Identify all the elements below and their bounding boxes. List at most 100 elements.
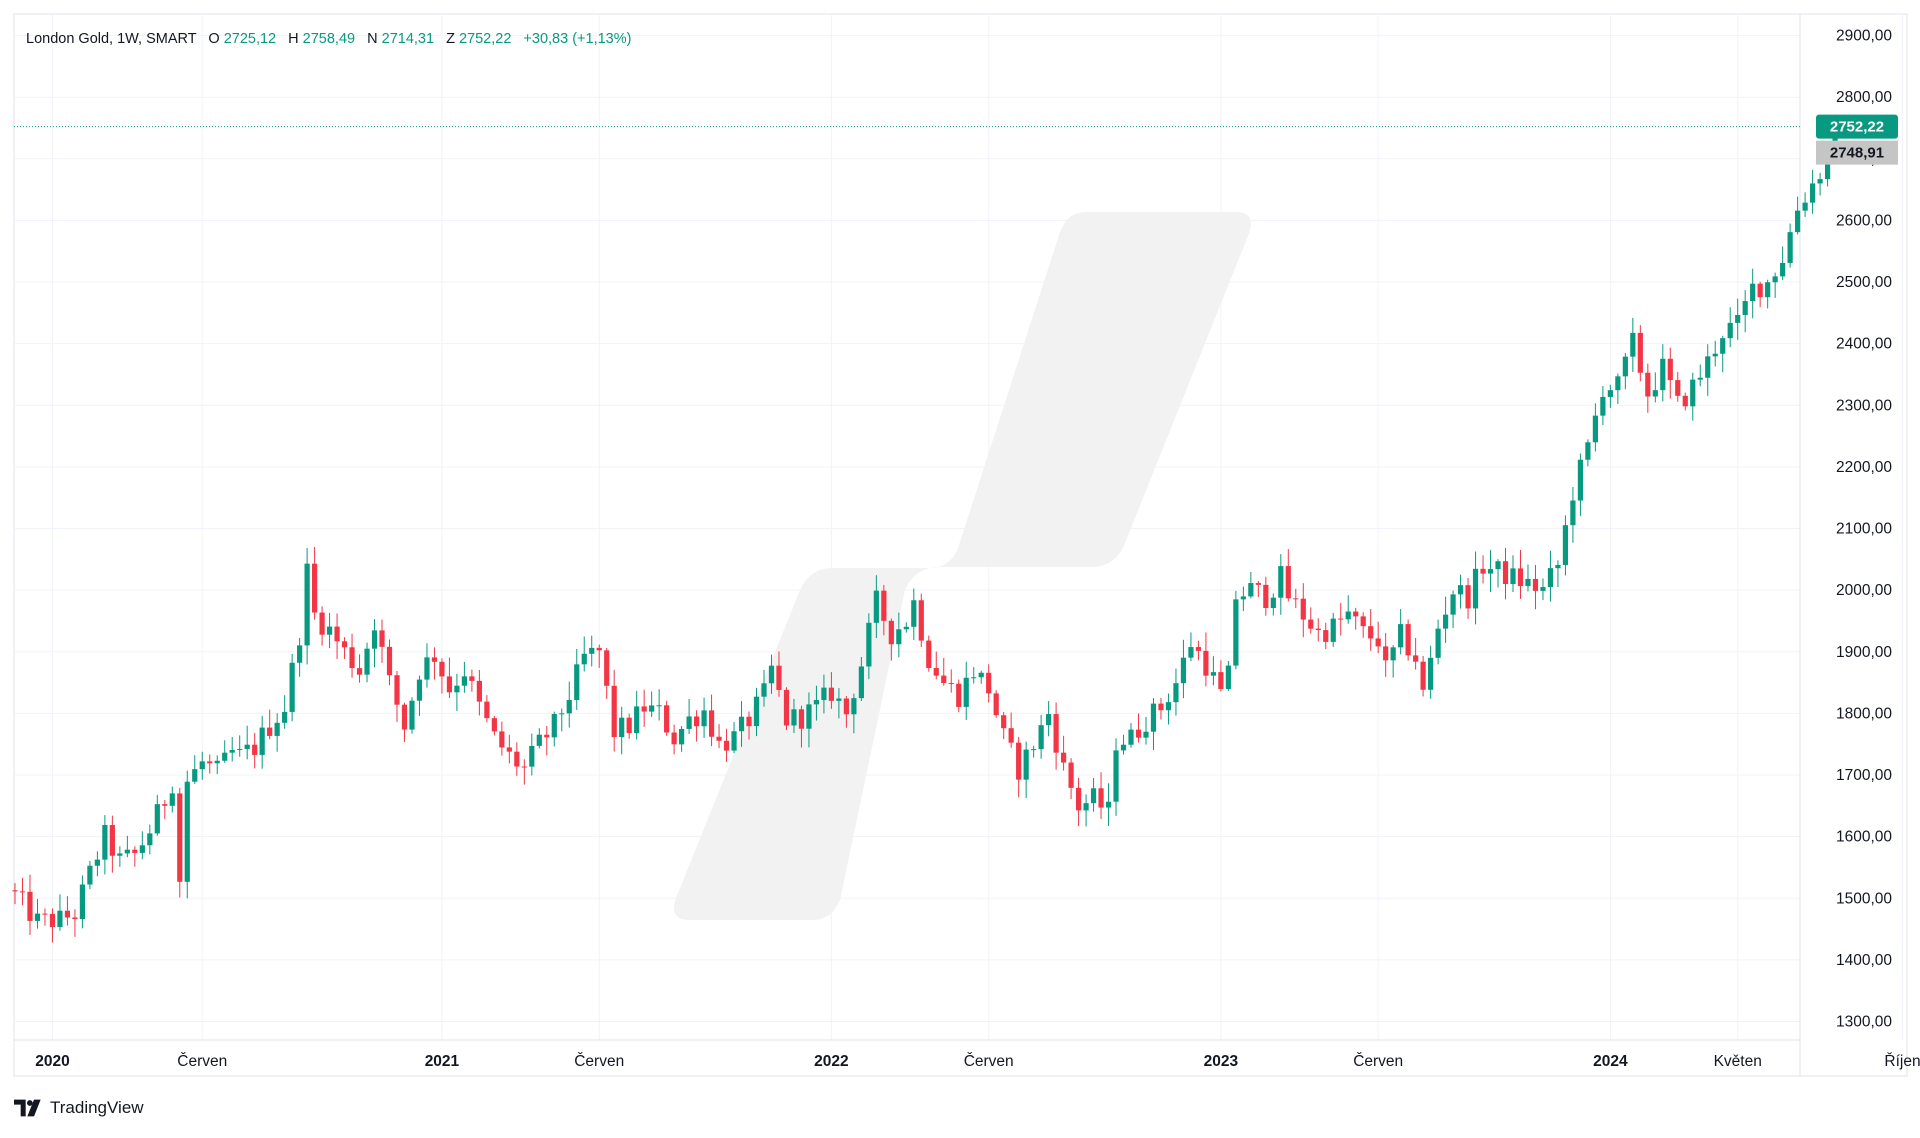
candle-body xyxy=(1795,210,1801,233)
candle xyxy=(1083,794,1089,827)
candle xyxy=(162,799,168,820)
candle xyxy=(49,908,56,943)
time-tick-label: Květen xyxy=(1714,1053,1762,1070)
candle-body xyxy=(1540,587,1546,591)
price-tick-label: 2500,00 xyxy=(1836,274,1892,291)
candle-body xyxy=(1270,597,1276,609)
candle xyxy=(1105,783,1112,826)
candle-body xyxy=(1315,628,1321,631)
candle xyxy=(761,669,767,707)
candle-body xyxy=(229,750,235,753)
candle xyxy=(1195,640,1202,661)
candle-body xyxy=(1120,744,1127,751)
candle-body xyxy=(319,612,325,635)
candle xyxy=(1720,335,1726,373)
candle-body xyxy=(776,665,782,690)
candle-body xyxy=(289,662,295,712)
candle-body xyxy=(386,646,393,676)
candle xyxy=(581,636,587,672)
time-axis[interactable]: 2020 Červen 2021 Červen 2022 Červen 2023 Červen… xyxy=(35,1053,1920,1070)
candle-body xyxy=(469,676,475,681)
candle-body xyxy=(87,865,93,885)
time-tick-label: Červen xyxy=(574,1053,624,1070)
time-tick-label: Červen xyxy=(177,1053,227,1070)
candle xyxy=(1158,697,1164,720)
low-key: N xyxy=(367,31,377,47)
candle xyxy=(229,736,235,762)
candle xyxy=(679,726,685,752)
brand-footer[interactable]: TradingView xyxy=(14,1093,144,1123)
candle-body xyxy=(521,766,527,768)
candle xyxy=(252,733,258,769)
candle-body xyxy=(1368,626,1374,639)
candle-body xyxy=(162,804,168,806)
candle-body xyxy=(1203,650,1209,676)
candle-body xyxy=(1712,353,1718,357)
candle-body xyxy=(484,701,490,719)
candle xyxy=(379,619,385,663)
candle xyxy=(843,696,849,728)
candle-body xyxy=(1308,619,1314,629)
candle-body xyxy=(222,752,228,761)
candle xyxy=(806,692,812,748)
candle-body xyxy=(1023,749,1029,780)
candle-body xyxy=(1218,672,1224,689)
candle xyxy=(1592,403,1598,452)
candle-body xyxy=(1600,396,1606,416)
candle-body xyxy=(1188,647,1194,658)
candle xyxy=(536,728,542,749)
candle xyxy=(1517,549,1524,599)
candle xyxy=(1532,564,1539,610)
candle-body xyxy=(941,675,947,683)
candle xyxy=(746,711,752,740)
candle-body xyxy=(379,630,385,647)
candle xyxy=(1405,619,1411,661)
candle xyxy=(79,875,86,929)
candle-body xyxy=(708,710,715,737)
candle-body xyxy=(1428,657,1434,690)
candle-body xyxy=(334,626,340,642)
open-key: O xyxy=(208,31,219,47)
candle xyxy=(454,673,460,711)
grid xyxy=(14,14,1903,1040)
candle-body xyxy=(649,705,655,712)
candle-body xyxy=(1615,376,1621,391)
candle-body xyxy=(956,683,962,707)
candle-body xyxy=(1210,672,1216,676)
candle-body xyxy=(1690,379,1696,407)
candle xyxy=(1323,622,1329,650)
candle xyxy=(738,701,745,747)
tradingview-watermark xyxy=(673,212,1252,920)
candle-body xyxy=(79,884,86,920)
candle xyxy=(1068,758,1074,800)
candle-body xyxy=(1457,585,1464,595)
candle xyxy=(386,639,393,686)
candle-body xyxy=(124,849,130,854)
candle xyxy=(559,708,565,732)
candle-body xyxy=(581,653,587,665)
candle xyxy=(1757,281,1763,308)
candle xyxy=(1495,559,1501,588)
candle xyxy=(424,643,430,688)
candle xyxy=(1120,734,1127,755)
candle xyxy=(1338,602,1344,636)
candle-body xyxy=(514,751,520,767)
candle xyxy=(708,694,715,747)
candle xyxy=(686,699,692,735)
candle xyxy=(836,688,842,719)
candle xyxy=(154,794,160,836)
candle xyxy=(993,690,999,718)
candle-body xyxy=(1810,183,1816,203)
candle xyxy=(147,824,153,855)
candle-body xyxy=(993,693,999,716)
candle xyxy=(626,713,632,739)
candle-body xyxy=(566,699,572,714)
candle-body xyxy=(1165,702,1172,711)
time-tick-label: Červen xyxy=(1353,1053,1403,1070)
candle xyxy=(911,588,917,641)
candle-body xyxy=(881,590,887,621)
candle-body xyxy=(1173,683,1179,703)
candle-body xyxy=(304,563,310,646)
candle-body xyxy=(154,804,160,834)
